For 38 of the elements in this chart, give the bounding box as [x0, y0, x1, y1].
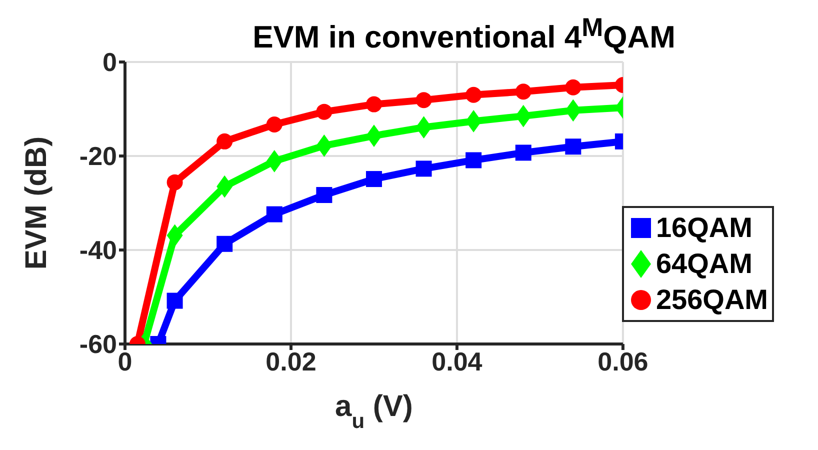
point	[316, 104, 332, 120]
point	[515, 104, 532, 128]
point	[366, 171, 382, 188]
point	[216, 236, 233, 252]
point	[515, 84, 532, 100]
x-tick-label: 0.06	[598, 346, 648, 376]
y-axis-title: EVM (dB)	[20, 136, 52, 270]
point	[166, 292, 183, 309]
point	[565, 79, 582, 96]
y-tick-label: -40	[79, 235, 117, 266]
point	[416, 116, 432, 139]
point	[366, 96, 382, 112]
point	[266, 206, 282, 222]
point	[416, 92, 432, 108]
point	[316, 187, 332, 204]
y-tick-label: -60	[79, 329, 117, 360]
legend-label: 256QAM	[656, 284, 768, 316]
x-tick-label: 0.02	[266, 346, 316, 376]
legend-label: 64QAM	[656, 248, 752, 280]
y-tick-label: -20	[79, 141, 117, 172]
point	[166, 174, 183, 190]
point	[565, 138, 582, 155]
point	[266, 116, 282, 133]
chart-title: EVM in conventional 4$^{M}$QAM	[252, 13, 676, 54]
point	[166, 224, 183, 247]
point	[316, 134, 332, 157]
y-tick-label: 0	[102, 47, 117, 78]
point	[416, 160, 432, 177]
point	[216, 175, 233, 198]
point	[366, 124, 382, 147]
x-tick-label: 0.04	[432, 346, 483, 376]
legend-label: 16QAM	[656, 212, 752, 244]
point	[466, 152, 482, 168]
point	[466, 86, 482, 103]
point	[515, 144, 532, 161]
point	[216, 133, 233, 150]
point	[266, 150, 282, 172]
x-axis-title: a$_{u}$ (V)	[335, 390, 413, 432]
